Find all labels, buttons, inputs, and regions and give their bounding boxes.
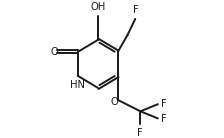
Text: F: F xyxy=(137,128,143,138)
Text: O: O xyxy=(50,47,58,57)
Text: O: O xyxy=(111,97,118,107)
Text: F: F xyxy=(162,114,167,124)
Text: HN: HN xyxy=(70,80,85,90)
Text: OH: OH xyxy=(90,2,106,12)
Text: F: F xyxy=(162,99,167,109)
Text: F: F xyxy=(133,5,139,15)
